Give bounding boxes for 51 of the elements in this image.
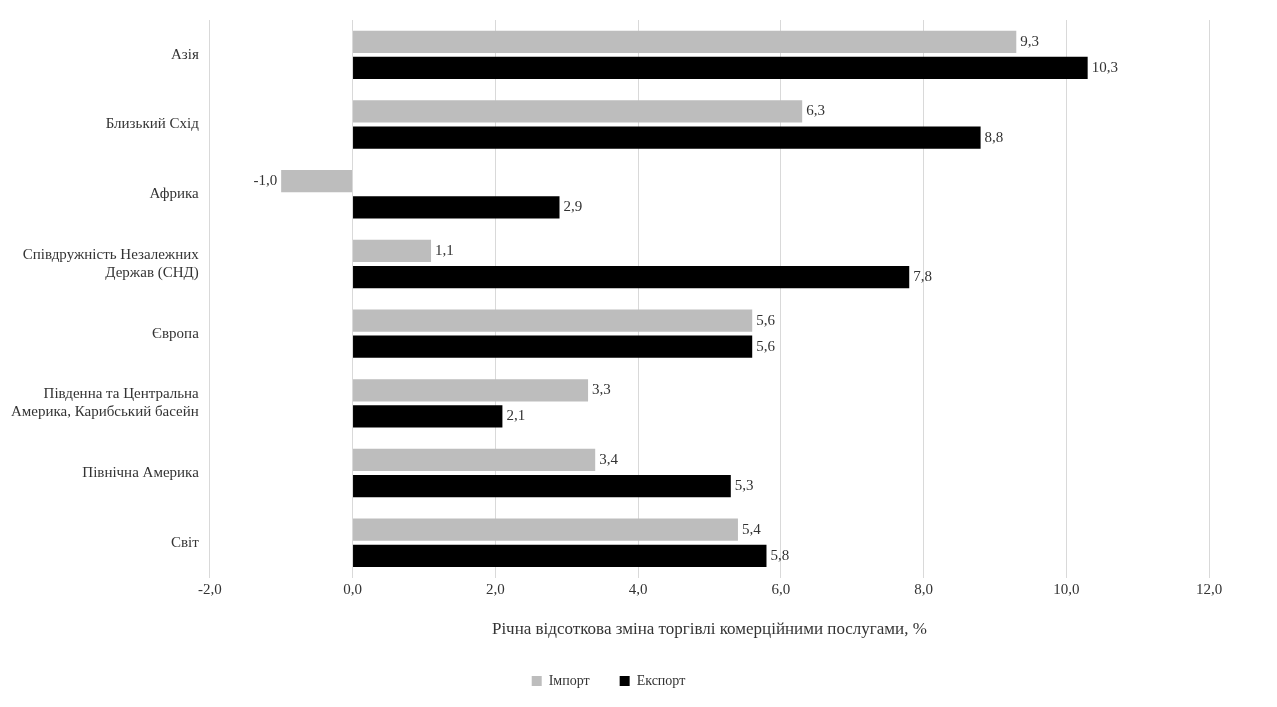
data-label: 1,1 <box>435 241 454 258</box>
bar <box>353 239 432 262</box>
bar <box>353 265 910 289</box>
y-tick-label: Південна та Центральна Америка, Карибський басейн <box>10 385 200 420</box>
data-label: -1,0 <box>253 172 278 189</box>
data-label: 2,9 <box>563 198 583 215</box>
bar <box>353 196 560 219</box>
bar <box>353 309 753 332</box>
y-tick-label: Азія <box>170 45 199 62</box>
bar <box>353 379 589 402</box>
x-tick-label: 6,0 <box>771 580 791 597</box>
y-tick-label: Світ <box>170 533 200 550</box>
y-tick-label: Північна Америка <box>82 463 200 480</box>
data-label: 3,3 <box>592 381 611 398</box>
data-label: 9,3 <box>1020 32 1040 49</box>
bar <box>353 448 596 472</box>
bar <box>353 335 753 358</box>
data-label: 3,4 <box>599 450 619 467</box>
legend-label: Імпорт <box>548 672 590 688</box>
bar <box>353 56 1088 80</box>
bar <box>353 544 767 567</box>
bar <box>353 30 1017 53</box>
bar <box>353 405 503 428</box>
bar <box>281 170 353 193</box>
bar <box>353 475 731 498</box>
x-tick-label: 12,0 <box>1195 580 1223 597</box>
data-label: 5,8 <box>770 546 790 563</box>
bar <box>353 100 803 123</box>
legend-label: Експорт <box>636 672 686 688</box>
y-tick-label: Співдружність Незалежних Держав (СНД) <box>22 245 200 281</box>
data-label: 2,1 <box>506 407 526 424</box>
data-label: 5,6 <box>756 311 776 328</box>
data-label: 5,3 <box>734 477 754 494</box>
data-label: 5,6 <box>756 337 776 354</box>
x-tick-label: 10,0 <box>1053 580 1080 597</box>
y-tick-label: Європа <box>152 324 200 341</box>
y-tick-label: Близький Схід <box>105 115 200 132</box>
x-tick-label: 4,0 <box>628 580 648 597</box>
y-tick-label: Африка <box>149 185 200 202</box>
bar <box>353 518 738 541</box>
x-tick-label: -2,0 <box>197 580 222 597</box>
x-tick-label: 8,0 <box>914 580 933 597</box>
data-label: 10,3 <box>1091 58 1118 75</box>
data-label: 5,4 <box>741 520 762 537</box>
data-label: 8,8 <box>984 128 1004 145</box>
data-label: 7,8 <box>913 267 932 284</box>
data-label: 6,3 <box>806 102 825 119</box>
x-tick-label: 0,0 <box>343 580 362 597</box>
x-axis-title: Річна відсоткова зміна торгівлі комерційними послугами, % <box>491 619 927 639</box>
x-tick-label: 2,0 <box>485 580 505 597</box>
bar <box>353 126 981 149</box>
